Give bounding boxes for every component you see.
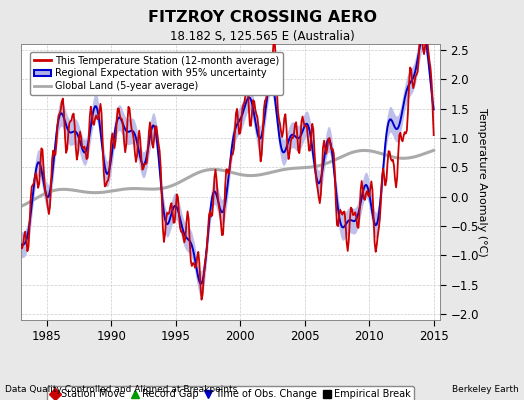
Text: FITZROY CROSSING AERO: FITZROY CROSSING AERO: [147, 10, 377, 25]
Y-axis label: Temperature Anomaly (°C): Temperature Anomaly (°C): [477, 108, 487, 256]
Text: Berkeley Earth: Berkeley Earth: [452, 385, 519, 394]
Text: 18.182 S, 125.565 E (Australia): 18.182 S, 125.565 E (Australia): [170, 30, 354, 43]
Text: Data Quality Controlled and Aligned at Breakpoints: Data Quality Controlled and Aligned at B…: [5, 385, 237, 394]
Legend: Station Move, Record Gap, Time of Obs. Change, Empirical Break: Station Move, Record Gap, Time of Obs. C…: [47, 386, 414, 400]
